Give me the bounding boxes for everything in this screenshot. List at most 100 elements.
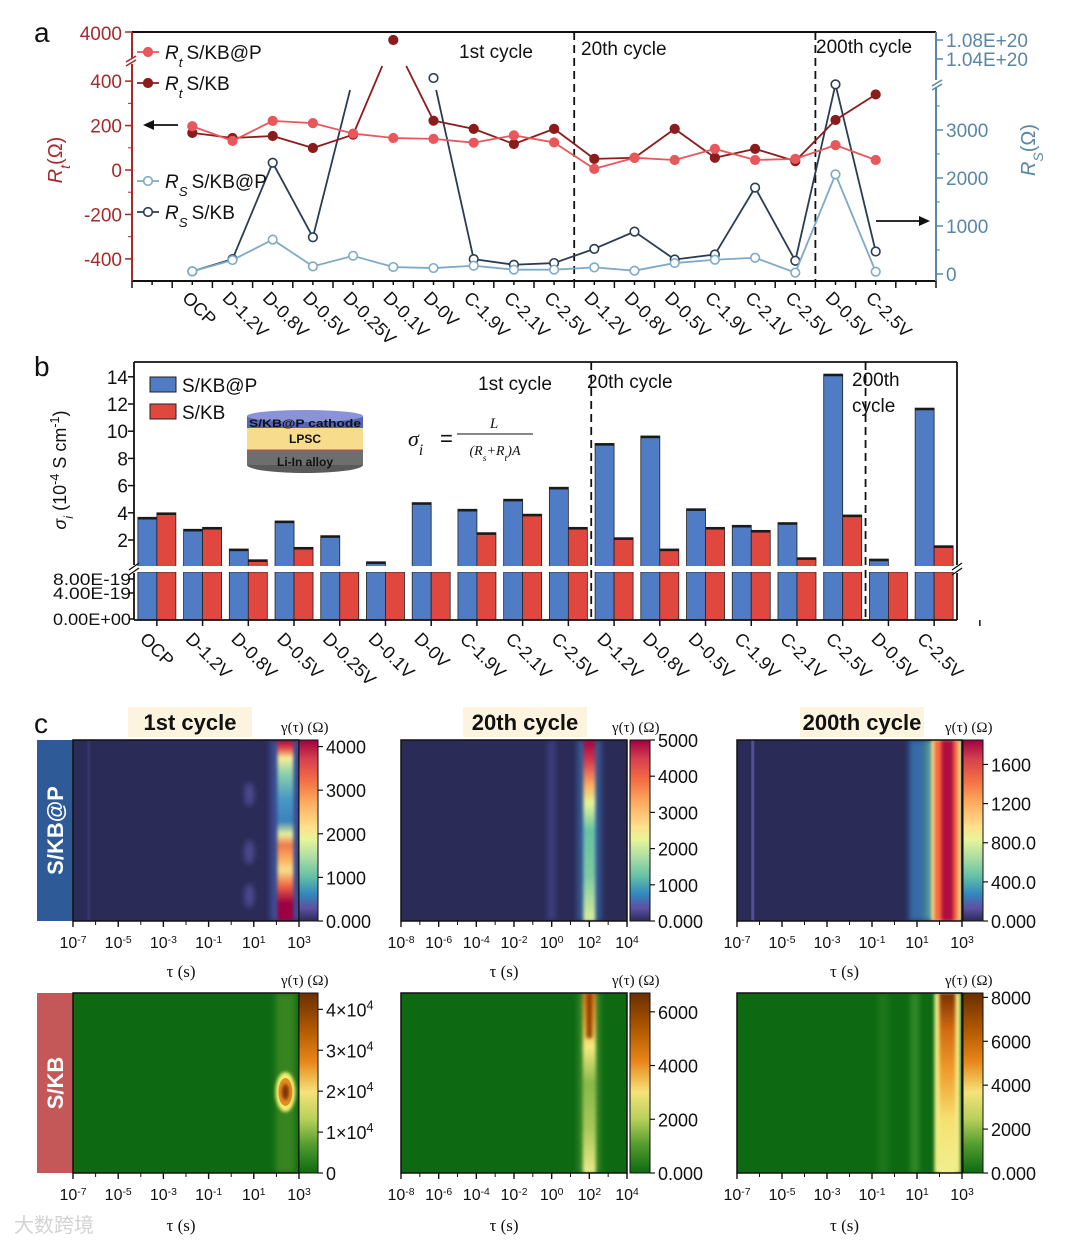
series-line	[231, 162, 274, 260]
bar-lower-segment	[430, 571, 451, 621]
minor-peak	[244, 840, 255, 865]
y-tick-label: 4	[117, 504, 128, 525]
x-tick-label: 10-6	[425, 935, 452, 953]
bar-skb	[293, 546, 314, 568]
data-point	[749, 143, 761, 154]
x-tick-label: C-1.9V	[456, 629, 510, 683]
series-line	[835, 93, 877, 121]
formula-denominator: (Rs+Rt)A	[470, 444, 521, 464]
bar-lower-segment	[411, 571, 432, 621]
label-part: S	[179, 215, 188, 230]
data-point	[629, 226, 640, 237]
series-line	[312, 254, 354, 268]
bar-lower-segment	[705, 571, 725, 621]
data-point	[548, 264, 560, 275]
series-line	[755, 157, 796, 161]
bar-skbp	[503, 498, 524, 568]
label-part: S/KB@P	[192, 172, 267, 193]
colorbar-tick-label: 400.0	[991, 873, 1036, 893]
relaxation-peak-band	[941, 740, 954, 921]
colorbar-tick-label: 1200	[991, 795, 1031, 815]
x-tick-label: D-1.2V	[593, 629, 647, 683]
bar-skbp	[137, 516, 158, 568]
y-tick-label: 8.00E-19	[53, 570, 131, 589]
label-part: 10	[59, 1187, 77, 1204]
arrow-left-icon	[143, 120, 154, 130]
heatmap-features	[87, 740, 299, 921]
label-part: R	[165, 203, 179, 224]
data-point	[267, 157, 278, 168]
series-line	[754, 256, 796, 274]
bar-lower-segment	[156, 571, 177, 621]
label-part: S	[179, 184, 188, 199]
right-tick-label: 1000	[946, 217, 988, 238]
x-tick-label: 10-4	[463, 935, 490, 953]
cathode-top	[247, 410, 363, 422]
label-part: 4	[367, 1121, 374, 1135]
colorbar-tick-label: 6000	[991, 1032, 1031, 1052]
series-line	[794, 174, 837, 273]
legend-item: RS S/KB@P	[137, 172, 267, 199]
label-part: 10	[615, 1187, 633, 1204]
legend-marker	[142, 175, 154, 187]
bar-cap	[503, 499, 523, 502]
data-point	[267, 130, 278, 142]
bar-lower-segment	[522, 571, 543, 621]
bar-skbp	[594, 443, 615, 568]
bar-cap	[476, 532, 496, 535]
axis-break-mark	[125, 55, 137, 63]
legend-item: RS S/KB	[137, 203, 235, 230]
label-part: 10	[105, 935, 123, 952]
data-point	[830, 79, 841, 90]
cycle-label: 200th cycle	[816, 37, 912, 58]
bar-lower-segment	[339, 571, 360, 621]
axis-break-mark	[931, 79, 943, 87]
colorbar-tick-label: 4000	[658, 1057, 698, 1077]
legend-label: Rt S/KB	[165, 74, 230, 101]
x-tick-label: 101	[242, 935, 266, 953]
cycle-label: 1st cycle	[478, 374, 552, 395]
conductivity-formula: σi = L (Rs+Rt)A	[408, 416, 533, 464]
bar-lower-segment	[869, 571, 889, 621]
bar-lower-segment	[842, 571, 863, 621]
series-line	[513, 134, 555, 144]
label-part: -7	[741, 1187, 750, 1198]
label-part: 2	[595, 1187, 601, 1198]
label-part: 10	[242, 1187, 260, 1204]
data-point	[187, 266, 198, 277]
label-part: -7	[77, 935, 86, 946]
colorbar-tick-label: 0.000	[658, 912, 703, 932]
bar-cap	[614, 537, 634, 540]
left-axis-title: Rt(Ω)	[45, 137, 73, 184]
bar-skb	[659, 548, 680, 568]
bar-skb	[522, 513, 543, 568]
watermark: 大数跨境	[14, 1214, 94, 1237]
data-point	[589, 243, 600, 254]
left-tick-label: 4000	[80, 24, 122, 45]
series-line	[553, 247, 595, 264]
label-part: t	[57, 164, 73, 169]
data-point	[589, 153, 600, 164]
data-point	[548, 123, 560, 134]
data-point	[589, 163, 600, 174]
data-point	[468, 137, 479, 148]
li-in-layer	[247, 450, 363, 465]
x-tick-label: 10-1	[858, 935, 885, 953]
inset-label-lpsc: LPSC	[289, 432, 321, 446]
label-part: 10	[105, 1187, 123, 1204]
x-tick-label: 10-7	[723, 935, 750, 953]
label-part: -2	[518, 1187, 527, 1198]
legend-swatch	[149, 376, 177, 393]
bar-cap	[202, 527, 222, 530]
x-tick-label: 10-1	[195, 1187, 222, 1205]
data-point	[790, 267, 801, 278]
heatmap-title: 200th cycle	[803, 710, 922, 735]
label-part: -3	[168, 935, 177, 946]
bar-skbp	[823, 373, 844, 568]
peak-spot	[281, 1084, 289, 1100]
series-line	[795, 144, 836, 160]
bar-skb	[750, 529, 771, 568]
left-tick-label: 400	[90, 72, 122, 93]
bar-cap	[869, 559, 889, 562]
